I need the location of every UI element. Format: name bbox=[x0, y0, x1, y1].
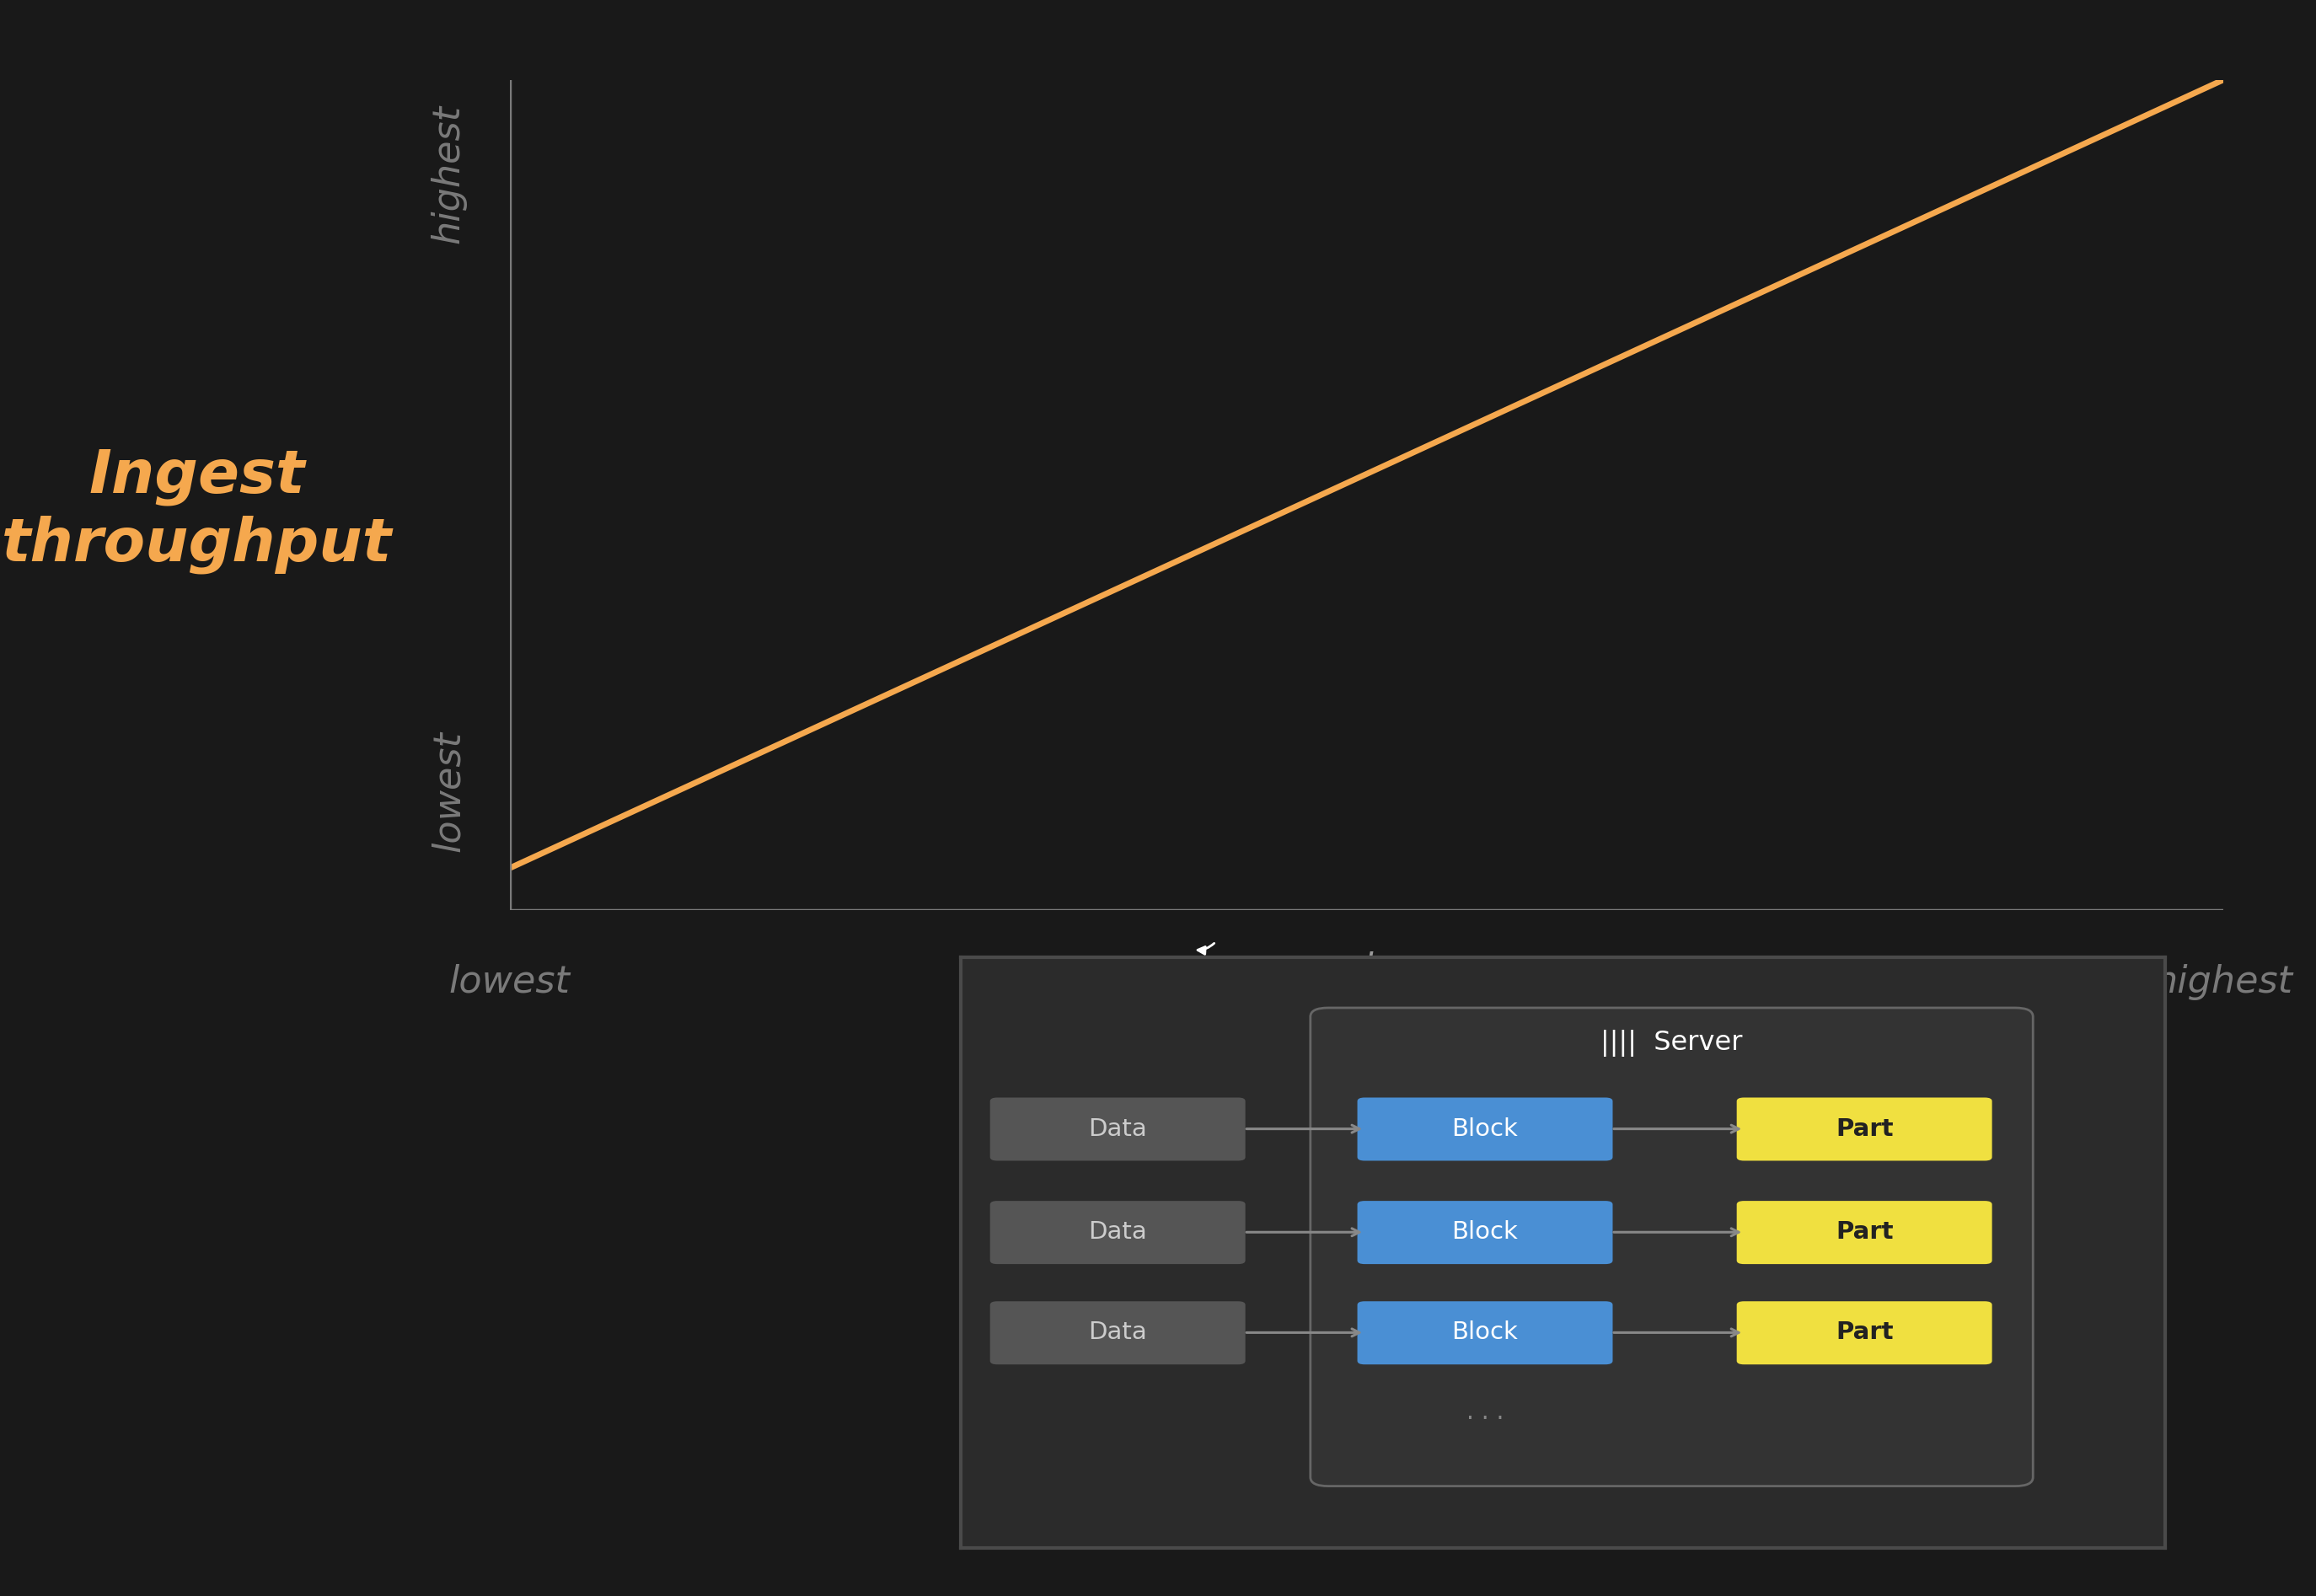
Text: highest: highest bbox=[2154, 964, 2293, 1001]
Text: highest: highest bbox=[431, 105, 468, 244]
Text: Block: Block bbox=[1452, 1221, 1519, 1243]
Text: # CPU
cores: # CPU cores bbox=[1084, 964, 1204, 1042]
Text: Data: Data bbox=[1089, 1117, 1146, 1141]
Text: ||||  Server: |||| Server bbox=[1600, 1029, 1742, 1057]
FancyBboxPatch shape bbox=[1311, 1007, 2033, 1486]
FancyBboxPatch shape bbox=[1737, 1200, 1992, 1264]
Text: Part: Part bbox=[1837, 1221, 1892, 1243]
Text: lowest: lowest bbox=[449, 964, 570, 1001]
FancyBboxPatch shape bbox=[1737, 1098, 1992, 1160]
FancyBboxPatch shape bbox=[1737, 1301, 1992, 1365]
FancyBboxPatch shape bbox=[989, 1301, 1246, 1365]
Text: Data: Data bbox=[1089, 1221, 1146, 1243]
Text: lowest: lowest bbox=[431, 731, 468, 852]
Text: Data: Data bbox=[1089, 1321, 1146, 1344]
FancyBboxPatch shape bbox=[989, 1098, 1246, 1160]
FancyBboxPatch shape bbox=[1357, 1098, 1612, 1160]
Text: Block: Block bbox=[1452, 1117, 1519, 1141]
Text: Part: Part bbox=[1837, 1117, 1892, 1141]
Text: Part: Part bbox=[1837, 1321, 1892, 1344]
Text: RAM
size: RAM size bbox=[1445, 964, 1529, 1042]
FancyBboxPatch shape bbox=[1357, 1301, 1612, 1365]
Text: Block: Block bbox=[1452, 1321, 1519, 1344]
Text: . . .: . . . bbox=[1466, 1401, 1503, 1424]
Text: Ingest
throughput: Ingest throughput bbox=[2, 448, 391, 573]
FancyBboxPatch shape bbox=[1357, 1200, 1612, 1264]
Text: and: and bbox=[1309, 951, 1373, 986]
FancyBboxPatch shape bbox=[989, 1200, 1246, 1264]
